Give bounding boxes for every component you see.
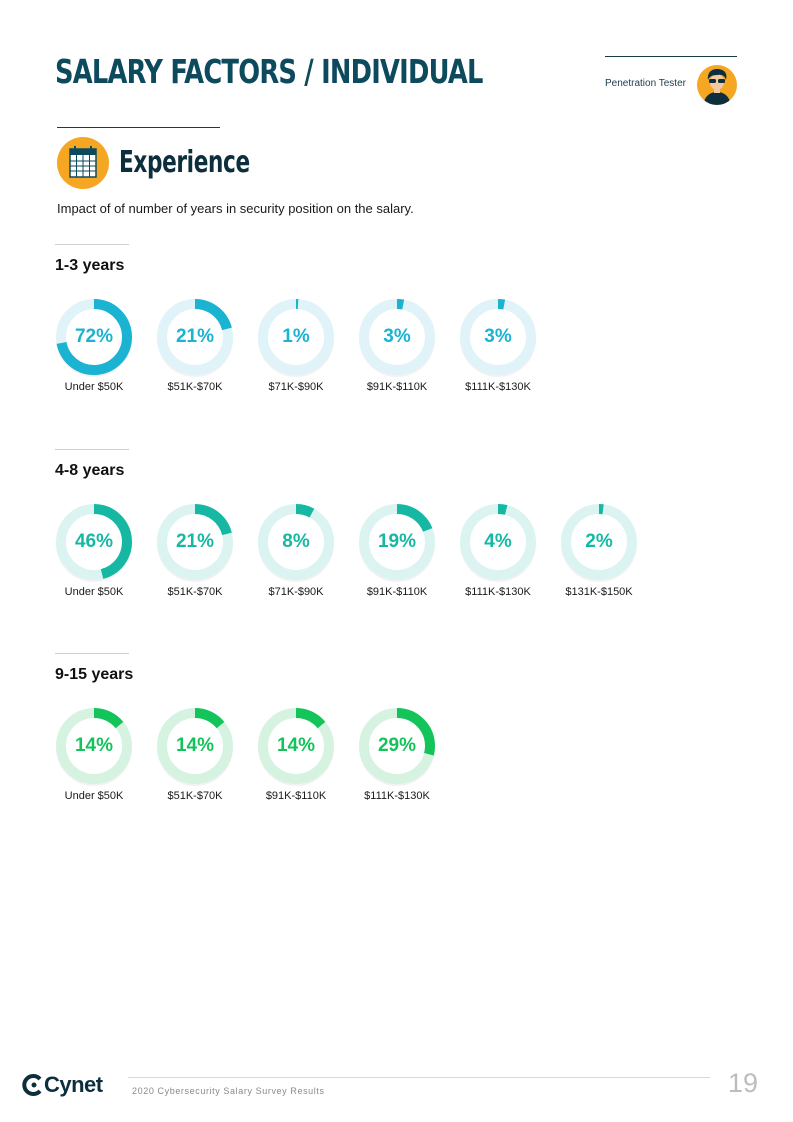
donut-4-8-years-2: 8% bbox=[257, 503, 335, 582]
donut-1-3-years-2: 1% bbox=[257, 298, 335, 377]
calendar-icon bbox=[57, 137, 109, 189]
donut-svg bbox=[56, 299, 132, 377]
donut-category-label: Under $50K bbox=[64, 790, 124, 802]
group-divider bbox=[55, 244, 129, 245]
donut-value-arc bbox=[157, 299, 233, 375]
page-title: SALARY FACTORS / INDIVIDUAL bbox=[55, 52, 483, 91]
donut-category-label: $51K-$70K bbox=[167, 381, 223, 393]
group-divider bbox=[55, 449, 129, 450]
donut-9-15-years-0: 14% bbox=[55, 707, 133, 786]
group-title-1-3-years: 1-3 years bbox=[55, 257, 125, 274]
donut-category-label: $111K-$130K bbox=[465, 381, 531, 393]
donut-svg bbox=[359, 299, 435, 377]
donut-percent-label: 8% bbox=[282, 531, 310, 552]
donut-percent-label: 14% bbox=[74, 735, 114, 756]
donut-1-3-years-3: 3% bbox=[358, 298, 436, 377]
group-divider bbox=[55, 653, 129, 654]
donut-value-arc bbox=[258, 299, 334, 375]
donut-percent-label: 2% bbox=[585, 531, 613, 552]
donut-category-label: $111K-$130K bbox=[364, 790, 430, 802]
person-avatar-icon bbox=[697, 65, 737, 105]
donut-category-label: $71K-$90K bbox=[268, 586, 324, 598]
donut-svg bbox=[460, 299, 536, 377]
donut-9-15-years-1: 14% bbox=[156, 707, 234, 786]
donut-value-arc bbox=[258, 504, 334, 580]
donut-svg bbox=[359, 708, 435, 786]
donut-9-15-years-2: 14% bbox=[257, 707, 335, 786]
donut-value-arc bbox=[561, 504, 637, 580]
donut-svg bbox=[157, 708, 233, 786]
donut-value-arc bbox=[359, 299, 435, 375]
donut-value-arc bbox=[460, 504, 536, 580]
donut-1-3-years-4: 3% bbox=[459, 298, 537, 377]
donut-4-8-years-4: 4% bbox=[459, 503, 537, 582]
donut-category-label: $71K-$90K bbox=[268, 381, 324, 393]
donut-percent-label: 21% bbox=[175, 531, 215, 552]
donut-4-8-years-3: 19% bbox=[358, 503, 436, 582]
donut-percent-label: 21% bbox=[175, 326, 215, 347]
donut-category-label: Under $50K bbox=[64, 586, 124, 598]
donut-9-15-years-3: 29% bbox=[358, 707, 436, 786]
cynet-logo-text: Cynet bbox=[44, 1072, 103, 1097]
donut-percent-label: 4% bbox=[484, 531, 512, 552]
donut-category-label: $51K-$70K bbox=[167, 790, 223, 802]
donut-svg bbox=[460, 504, 536, 582]
donut-percent-label: 3% bbox=[383, 326, 411, 347]
donut-percent-label: 1% bbox=[282, 326, 310, 347]
donut-svg bbox=[561, 504, 637, 582]
donut-percent-label: 14% bbox=[175, 735, 215, 756]
donut-svg bbox=[359, 504, 435, 582]
donut-1-3-years-1: 21% bbox=[156, 298, 234, 377]
donut-4-8-years-5: 2% bbox=[560, 503, 638, 582]
donut-value-arc bbox=[157, 504, 233, 580]
group-title-4-8-years: 4-8 years bbox=[55, 462, 125, 479]
cynet-logo: Cynet bbox=[22, 1071, 103, 1099]
donut-percent-label: 46% bbox=[74, 531, 114, 552]
donut-category-label: $111K-$130K bbox=[465, 586, 531, 598]
page-number: 19 bbox=[728, 1068, 759, 1098]
report-title: 2020 Cybersecurity Salary Survey Results bbox=[132, 1086, 325, 1096]
donut-percent-label: 14% bbox=[276, 735, 316, 756]
donut-svg bbox=[258, 708, 334, 786]
donut-category-label: $91K-$110K bbox=[366, 381, 428, 393]
donut-svg bbox=[56, 504, 132, 582]
donut-percent-label: 29% bbox=[377, 735, 417, 756]
group-title-9-15-years: 9-15 years bbox=[55, 666, 134, 683]
footer-divider bbox=[128, 1077, 710, 1078]
donut-value-arc bbox=[460, 299, 536, 375]
section-subtitle: Impact of of number of years in security… bbox=[57, 201, 414, 216]
role-label: Penetration Tester bbox=[605, 78, 686, 89]
donut-value-arc bbox=[56, 504, 132, 580]
donut-value-arc bbox=[359, 708, 435, 784]
donut-category-label: $51K-$70K bbox=[167, 586, 223, 598]
donut-category-label: $91K-$110K bbox=[265, 790, 327, 802]
donut-value-arc bbox=[258, 708, 334, 784]
donut-percent-label: 3% bbox=[484, 326, 512, 347]
donut-category-label: Under $50K bbox=[64, 381, 124, 393]
donut-4-8-years-0: 46% bbox=[55, 503, 133, 582]
donut-4-8-years-1: 21% bbox=[156, 503, 234, 582]
donut-svg bbox=[56, 708, 132, 786]
role-divider bbox=[605, 56, 737, 57]
donut-svg bbox=[258, 299, 334, 377]
donut-svg bbox=[157, 299, 233, 377]
section-title: Experience bbox=[119, 145, 250, 180]
donut-value-arc bbox=[56, 299, 132, 375]
section-divider bbox=[57, 127, 220, 128]
donut-percent-label: 72% bbox=[74, 326, 114, 347]
donut-value-arc bbox=[56, 708, 132, 784]
donut-svg bbox=[258, 504, 334, 582]
cynet-logo-icon bbox=[22, 1074, 42, 1096]
donut-percent-label: 19% bbox=[377, 531, 417, 552]
donut-category-label: $131K-$150K bbox=[565, 586, 633, 598]
donut-svg bbox=[157, 504, 233, 582]
donut-value-arc bbox=[359, 504, 435, 580]
donut-value-arc bbox=[157, 708, 233, 784]
donut-1-3-years-0: 72% bbox=[55, 298, 133, 377]
donut-category-label: $91K-$110K bbox=[366, 586, 428, 598]
